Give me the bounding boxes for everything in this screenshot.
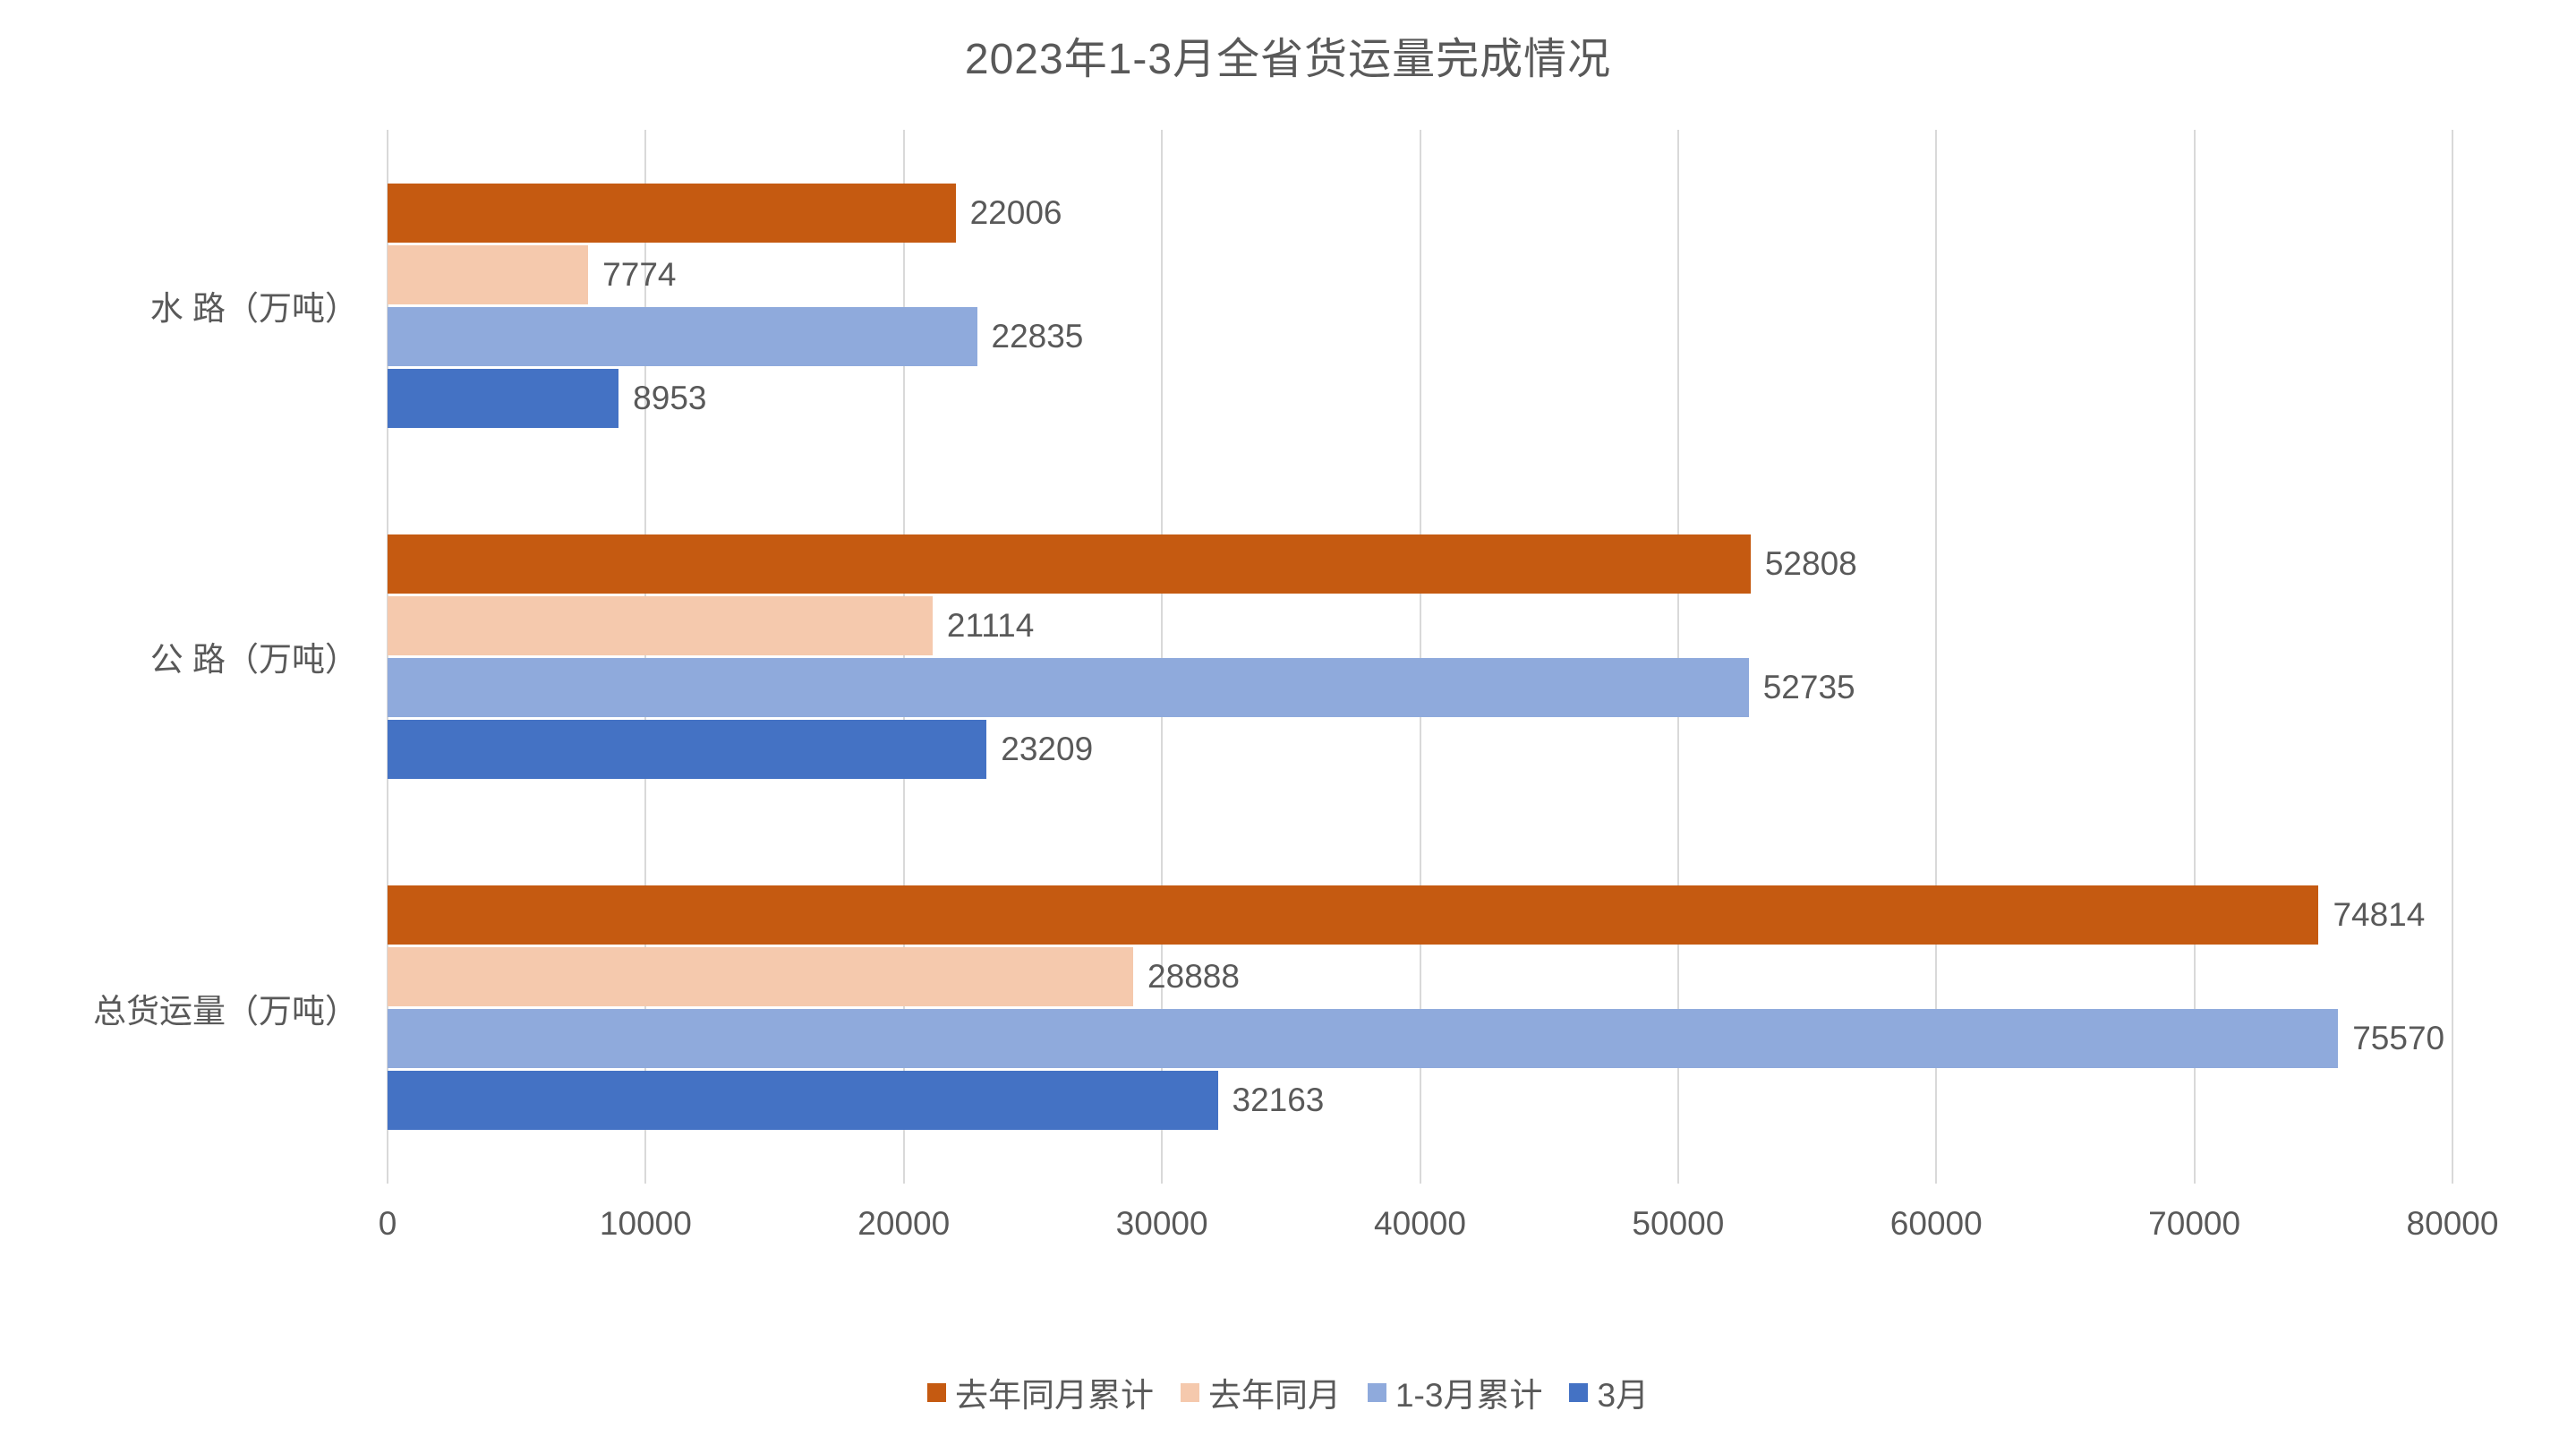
legend-item: 去年同月累计 [926, 1368, 1154, 1416]
gridline [902, 130, 905, 1184]
legend-item: 去年同月 [1180, 1368, 1341, 1416]
gridline [644, 130, 647, 1184]
bar [388, 596, 933, 655]
gridline [2452, 130, 2453, 1184]
legend-item: 3月 [1569, 1368, 1649, 1416]
x-tick-label: 0 [378, 1205, 397, 1242]
x-tick-label: 40000 [1374, 1205, 1466, 1242]
bar [388, 1009, 2339, 1069]
bar-value-label: 32163 [1232, 1082, 1325, 1119]
legend-label: 去年同月累计 [954, 1377, 1154, 1414]
legend-swatch [926, 1382, 946, 1402]
gridline [1935, 130, 1938, 1184]
category-label: 水 路（万吨） [149, 290, 358, 328]
bar-value-label: 21114 [946, 607, 1035, 644]
bar [388, 720, 987, 779]
x-tick-label: 60000 [1889, 1205, 1983, 1242]
bar [388, 1071, 1218, 1131]
legend-label: 3月 [1597, 1377, 1650, 1414]
bar [388, 947, 1134, 1007]
x-tick-label: 50000 [1632, 1205, 1725, 1242]
legend-swatch [1367, 1382, 1386, 1402]
category-label: 公 路（万吨） [149, 641, 358, 679]
bar-value-label: 52735 [1762, 669, 1855, 705]
legend-label: 1-3月累计 [1395, 1377, 1543, 1414]
x-tick-label: 20000 [857, 1205, 951, 1242]
legend-swatch [1180, 1382, 1199, 1402]
legend: 去年同月累计 去年同月 1-3月累计 3月 [0, 1368, 2576, 1416]
legend-label: 去年同月 [1207, 1377, 1341, 1414]
bar-value-label: 52808 [1764, 545, 1857, 582]
legend-item: 1-3月累计 [1367, 1368, 1543, 1416]
x-tick-label: 10000 [599, 1205, 692, 1242]
bar [388, 306, 977, 366]
x-tick-label: 30000 [1115, 1205, 1208, 1242]
bar-value-label: 74814 [2333, 896, 2426, 934]
legend-swatch [1569, 1382, 1589, 1402]
x-tick-label: 70000 [2148, 1205, 2241, 1242]
bar-value-label: 7774 [602, 255, 677, 293]
bar-value-label: 22835 [991, 317, 1084, 355]
gridline [1676, 130, 1679, 1184]
bar-value-label: 22006 [969, 193, 1062, 231]
bar-value-label: 28888 [1147, 958, 1240, 996]
bar-value-label: 23209 [1001, 731, 1094, 767]
bar-value-label: 75570 [2352, 1020, 2445, 1057]
gridline [1161, 130, 1164, 1184]
bar [388, 885, 2319, 945]
x-tick-label: 80000 [2406, 1205, 2499, 1242]
bar [388, 368, 619, 428]
chart-title: 2023年1-3月全省货运量完成情况 [964, 36, 1612, 83]
bar-value-label: 8953 [633, 379, 707, 416]
bar [388, 658, 1749, 717]
gridline [1419, 130, 1421, 1184]
gridline [2193, 130, 2196, 1184]
bar [388, 534, 1751, 594]
category-label: 总货运量（万吨） [93, 992, 358, 1030]
gridline [387, 130, 388, 1184]
bar [388, 183, 956, 243]
bar [388, 244, 589, 304]
plot-area: 22006 7774 22835 8953 52808 21114 52735 23209 74… [387, 130, 2453, 1184]
